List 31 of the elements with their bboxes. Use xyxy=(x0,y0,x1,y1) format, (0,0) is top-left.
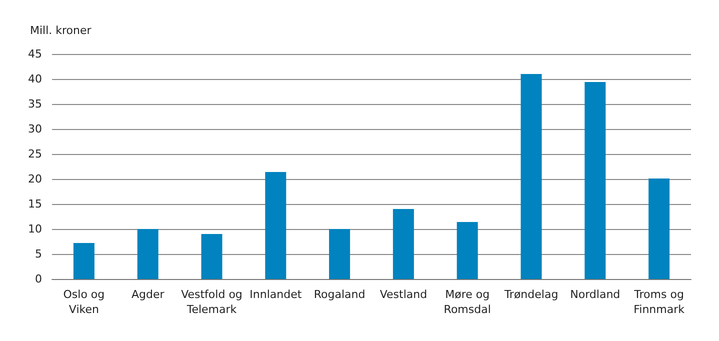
x-tick-label: Oslo og Viken xyxy=(63,288,105,316)
bar xyxy=(648,178,670,279)
y-tick-label: 20 xyxy=(28,172,42,186)
x-tick-label: Innlandet xyxy=(250,288,302,301)
bar xyxy=(329,229,350,279)
bar xyxy=(520,74,542,279)
y-tick-label: 30 xyxy=(28,122,42,136)
bar xyxy=(456,222,478,279)
y-tick-label: 25 xyxy=(28,148,42,160)
x-tick-label: Vestland xyxy=(380,288,428,301)
bar xyxy=(73,243,94,279)
bar xyxy=(584,82,606,279)
y-axis-title: Mill. kroner xyxy=(30,24,92,37)
x-tick-label: Trøndelag xyxy=(503,288,558,301)
x-tick-label: Nordland xyxy=(570,288,620,301)
y-tick-label: 40 xyxy=(28,72,42,86)
y-tick-label: 15 xyxy=(28,198,42,210)
y-tick-label: 0 xyxy=(35,272,42,286)
bar xyxy=(265,172,286,279)
x-tick-label: Agder xyxy=(131,288,165,301)
x-tick-label: Rogaland xyxy=(314,288,366,301)
y-tick-label: 45 xyxy=(28,48,42,60)
x-tick-label: Møre og Romsdal xyxy=(444,288,491,316)
bar xyxy=(137,229,158,279)
x-tick-label: Troms og Finnmark xyxy=(633,288,686,316)
bar xyxy=(201,234,222,279)
y-tick-label: 10 xyxy=(28,222,42,236)
x-tick-label: Vestfold og Telemark xyxy=(181,288,242,316)
y-tick-label: 35 xyxy=(28,98,42,110)
bar xyxy=(392,209,414,279)
y-tick-label: 5 xyxy=(35,248,42,260)
